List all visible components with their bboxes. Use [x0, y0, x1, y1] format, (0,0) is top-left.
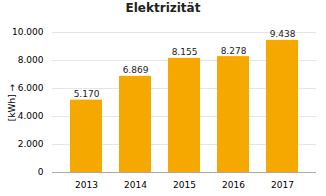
svg-text:5.170: 5.170 — [74, 89, 100, 99]
svg-text:4.000: 4.000 — [18, 111, 44, 121]
svg-text:2016: 2016 — [222, 180, 245, 190]
svg-text:2015: 2015 — [173, 180, 196, 190]
svg-text:9.438: 9.438 — [270, 29, 296, 39]
svg-text:2013: 2013 — [75, 180, 98, 190]
svg-text:0: 0 — [38, 167, 44, 177]
svg-text:10.000: 10.000 — [12, 27, 44, 37]
svg-text:2017: 2017 — [271, 180, 294, 190]
svg-text:8.278: 8.278 — [221, 46, 247, 56]
html-text:Elektrizität: Elektrizität — [125, 1, 201, 15]
svg-text:6.869: 6.869 — [123, 65, 149, 75]
svg-text:[kWh] →: [kWh] → — [7, 83, 17, 121]
svg-text:6.000: 6.000 — [18, 83, 44, 93]
svg-text:2.000: 2.000 — [18, 139, 44, 149]
svg-text:2014: 2014 — [124, 180, 147, 190]
svg-text:8.000: 8.000 — [18, 55, 44, 65]
svg-text:8.155: 8.155 — [172, 47, 198, 57]
